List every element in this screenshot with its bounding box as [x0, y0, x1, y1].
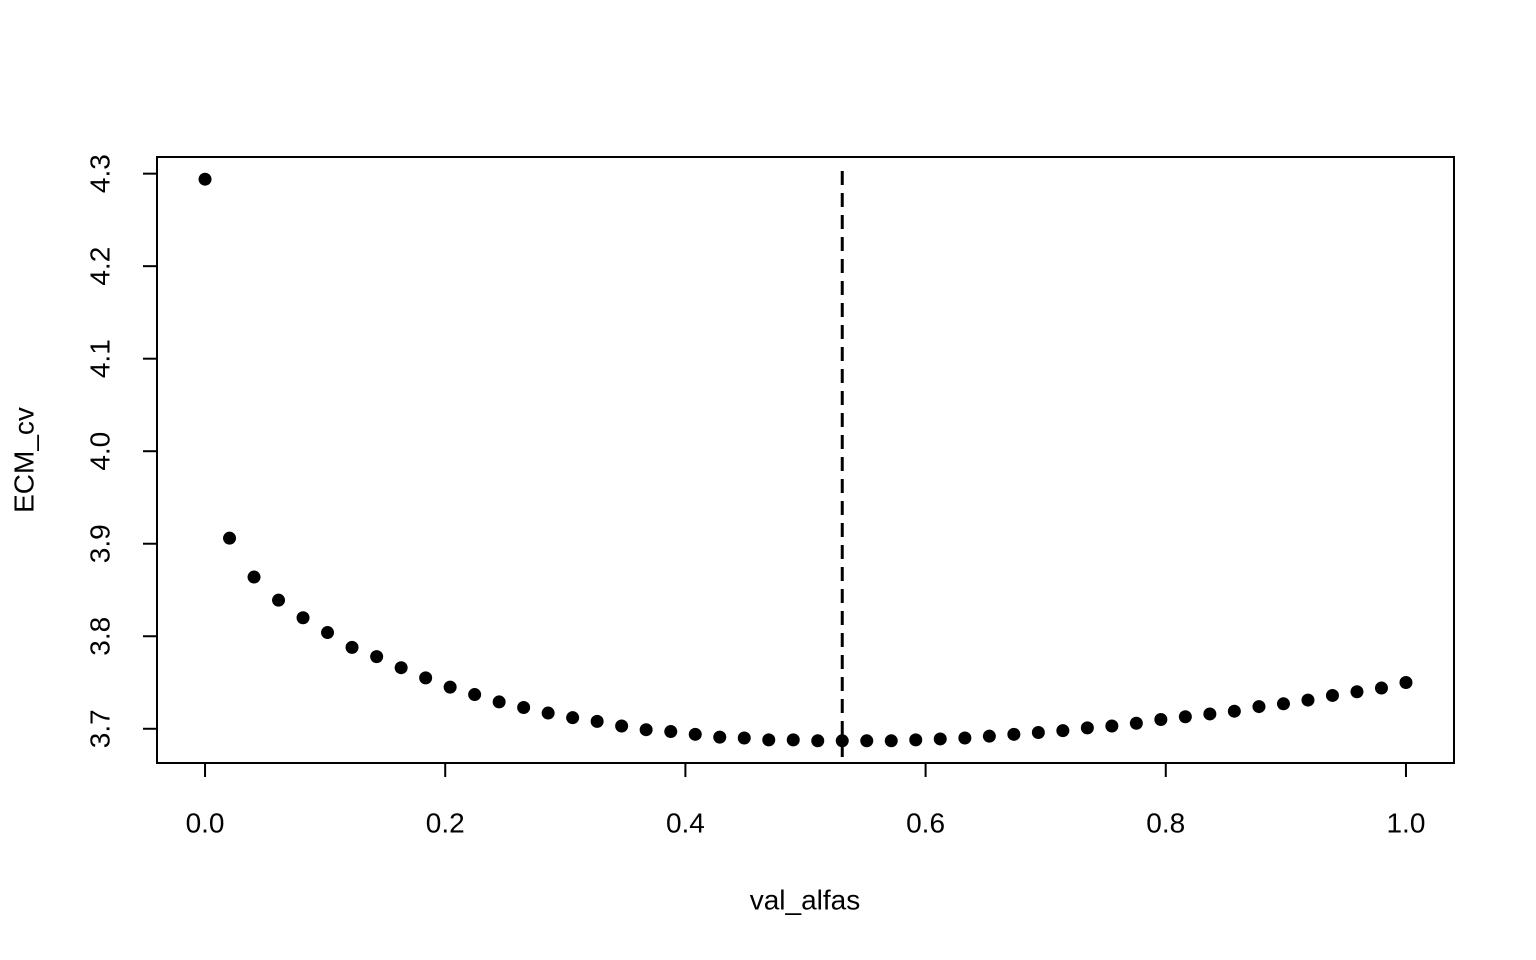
x-tick-label: 0.0 [186, 807, 225, 838]
point [884, 734, 898, 748]
plot-frame [156, 156, 1455, 764]
point [958, 731, 972, 745]
y-tick-label: 3.7 [84, 709, 115, 748]
point [737, 731, 751, 745]
point [615, 719, 629, 733]
y-tick-label: 4.0 [84, 432, 115, 471]
point [1227, 704, 1241, 718]
point [860, 734, 874, 748]
x-axis-label: val_alfas [750, 884, 861, 915]
point [811, 734, 825, 748]
point [1276, 697, 1290, 711]
point [1301, 693, 1315, 707]
point [541, 706, 555, 720]
point [713, 730, 727, 744]
x-tick-label: 0.8 [1146, 807, 1185, 838]
x-tick-label: 0.6 [906, 807, 945, 838]
point [835, 734, 849, 748]
point [1105, 719, 1119, 733]
point [933, 732, 947, 746]
point [1080, 721, 1094, 735]
point [1031, 725, 1045, 739]
point [223, 531, 237, 545]
y-tick-label: 4.2 [84, 247, 115, 286]
point [566, 711, 580, 725]
point [247, 570, 261, 584]
point [909, 733, 923, 747]
point [370, 650, 384, 664]
point [1350, 685, 1364, 699]
point [1374, 681, 1388, 695]
point [492, 695, 506, 709]
point [272, 593, 286, 607]
x-tick-label: 1.0 [1386, 807, 1425, 838]
point [1056, 724, 1070, 738]
point [345, 640, 359, 654]
point [1252, 700, 1266, 714]
y-axis-label: ECM_cv [8, 407, 39, 513]
point [590, 714, 604, 728]
point [468, 688, 482, 702]
point [1325, 688, 1339, 702]
point [198, 172, 212, 186]
point [762, 733, 776, 747]
point [1129, 716, 1143, 730]
point [982, 729, 996, 743]
point [664, 725, 678, 739]
y-tick-label: 4.3 [84, 154, 115, 193]
point [394, 661, 408, 675]
x-tick-label: 0.4 [666, 807, 705, 838]
point [419, 671, 433, 685]
point [786, 733, 800, 747]
x-tick-label: 0.2 [426, 807, 465, 838]
point [321, 626, 335, 640]
y-tick-label: 4.1 [84, 339, 115, 378]
point [1007, 727, 1021, 741]
point [1154, 713, 1168, 727]
point [1399, 676, 1413, 690]
point [1178, 710, 1192, 724]
point [296, 611, 310, 625]
y-tick-label: 3.9 [84, 524, 115, 563]
point [1203, 707, 1217, 721]
point [688, 727, 702, 741]
y-tick-label: 3.8 [84, 617, 115, 656]
point [443, 680, 457, 694]
point [517, 700, 531, 714]
point [639, 723, 653, 737]
